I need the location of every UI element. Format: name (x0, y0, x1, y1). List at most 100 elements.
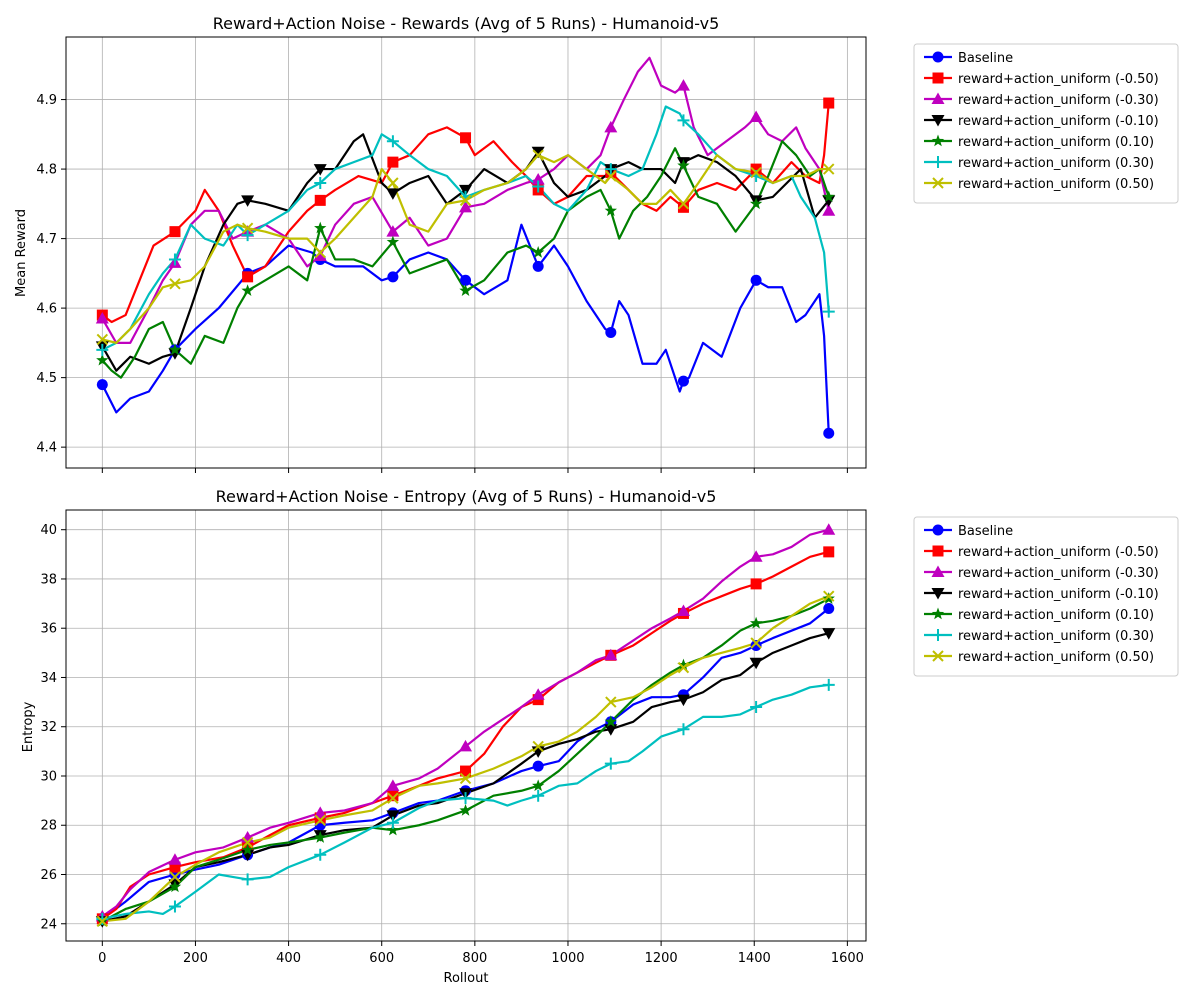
rewards-y-tick-label: 4.6 (36, 302, 57, 317)
entropy-y-tick-label: 28 (40, 819, 57, 834)
entropy-point-reward-action-uniform-0-30 (749, 550, 763, 562)
rewards-point-reward-action-uniform-0-10 (241, 284, 254, 296)
entropy-point-reward-action-uniform-0-10 (749, 616, 763, 629)
rewards-point-reward-action-uniform-0-10 (459, 184, 473, 197)
entropy-x-tick-label: 400 (276, 951, 301, 966)
rewards-point-reward-action-uniform-0-10 (749, 197, 763, 210)
entropy-legend-label: reward+action_uniform (0.30) (958, 629, 1154, 644)
rewards-y-tick-label: 4.4 (36, 441, 57, 456)
entropy-point-reward-action-uniform-0-10 (604, 724, 618, 736)
entropy-point-reward-action-uniform-0-50 (314, 814, 326, 827)
entropy-legend-swatch-marker (931, 565, 945, 577)
entropy-point-reward-action-uniform-0-10 (676, 694, 690, 707)
entropy-x-tick-label: 1400 (738, 951, 771, 966)
rewards-chart: Reward+Action Noise - Rewards (Avg of 5 … (14, 14, 1179, 473)
entropy-y-tick-label: 38 (40, 572, 57, 587)
rewards-point-reward-action-uniform-0-30 (459, 200, 473, 213)
entropy-point-reward-action-uniform-0-50 (460, 765, 472, 777)
rewards-point-reward-action-uniform-0-30 (314, 176, 327, 189)
entropy-point-reward-action-uniform-0-50 (823, 546, 835, 558)
entropy-legend-swatch-marker (931, 588, 945, 600)
rewards-point-reward-action-uniform-0-30 (95, 312, 109, 324)
entropy-series-markers (95, 523, 836, 928)
rewards-y-tick-label: 4.9 (36, 93, 57, 108)
entropy-y-tick-label: 36 (40, 622, 57, 637)
entropy-point-reward-action-uniform-0-50 (387, 792, 399, 804)
entropy-legend: Baseline reward+action_uniform (-0.50) rew… (913, 516, 1179, 677)
entropy-y-tick-label: 32 (40, 720, 57, 735)
rewards-point-reward-action-uniform-0-50 (532, 149, 544, 161)
rewards-line-reward-action-uniform-0-50 (101, 102, 830, 324)
rewards-legend-label: reward+action_uniform (0.50) (958, 177, 1154, 192)
rewards-point-reward-action-uniform-0-10 (386, 188, 400, 200)
entropy-x-tick-label: 1600 (831, 951, 864, 966)
rewards-point-reward-action-uniform-0-10 (314, 221, 327, 234)
entropy-grid (66, 510, 866, 941)
rewards-point-reward-action-uniform-0-50 (314, 194, 326, 206)
rewards-legend-label: reward+action_uniform (0.10) (958, 135, 1154, 150)
rewards-point-reward-action-uniform-0-50 (96, 333, 109, 346)
rewards-axis-ticks: 4.4 4.5 4.6 4.7 4.8 4.9 (36, 93, 848, 473)
rewards-point-reward-action-uniform-0-10 (386, 235, 400, 248)
rewards-point-baseline (532, 260, 544, 272)
rewards-point-reward-action-uniform-0-30 (241, 229, 254, 242)
rewards-point-reward-action-uniform-0-50 (387, 156, 399, 168)
entropy-x-tick-label: 1000 (551, 951, 584, 966)
entropy-point-reward-action-uniform-0-30 (531, 688, 545, 700)
rewards-series-markers (95, 79, 836, 439)
entropy-point-reward-action-uniform-0-30 (822, 523, 836, 535)
entropy-legend-label: reward+action_uniform (-0.50) (958, 545, 1159, 560)
entropy-series-lines (101, 528, 830, 923)
entropy-point-reward-action-uniform-0-10 (532, 779, 545, 792)
rewards-point-reward-action-uniform-0-10 (532, 246, 545, 258)
entropy-line-reward-action-uniform-0-50 (102, 595, 830, 923)
rewards-point-reward-action-uniform-0-30 (313, 249, 327, 261)
entropy-axis-ticks: 0 200 400 600 800 1000 1200 1400 1600 24 26 28 30 32 3… (40, 523, 863, 966)
rewards-point-reward-action-uniform-0-50 (242, 271, 254, 283)
rewards-point-reward-action-uniform-0-50 (387, 177, 399, 189)
rewards-chart-title: Reward+Action Noise - Rewards (Avg of 5 … (213, 14, 720, 33)
entropy-legend-swatch-marker (932, 524, 944, 536)
entropy-chart-title: Reward+Action Noise - Entropy (Avg of 5 … (216, 487, 717, 506)
entropy-point-reward-action-uniform-0-30 (459, 739, 473, 752)
rewards-point-reward-action-uniform-0-50 (460, 132, 472, 144)
rewards-point-reward-action-uniform-0-30 (96, 343, 109, 356)
rewards-point-reward-action-uniform-0-10 (313, 164, 327, 176)
rewards-line-reward-action-uniform-0-10 (101, 140, 830, 379)
rewards-legend-label: reward+action_uniform (-0.50) (958, 72, 1159, 87)
entropy-point-reward-action-uniform-0-50 (459, 772, 472, 785)
entropy-legend-frame (913, 516, 1179, 677)
entropy-legend-label: reward+action_uniform (-0.10) (958, 587, 1159, 602)
entropy-x-tick-label: 800 (462, 951, 487, 966)
rewards-point-reward-action-uniform-0-50 (750, 166, 762, 179)
rewards-point-reward-action-uniform-0-30 (531, 173, 545, 185)
rewards-point-reward-action-uniform-0-10 (604, 204, 617, 217)
entropy-point-reward-action-uniform-0-30 (241, 873, 254, 886)
rewards-point-reward-action-uniform-0-10 (677, 159, 690, 171)
rewards-point-baseline (96, 379, 108, 391)
rewards-point-reward-action-uniform-0-30 (168, 253, 181, 266)
rewards-legend-swatch-marker (931, 134, 945, 147)
rewards-point-reward-action-uniform-0-10 (168, 348, 182, 360)
rewards-point-reward-action-uniform-0-10 (168, 343, 182, 356)
entropy-point-reward-action-uniform-0-10 (314, 831, 327, 843)
rewards-y-tick-label: 4.7 (36, 232, 57, 247)
entropy-point-baseline (750, 639, 762, 651)
entropy-point-reward-action-uniform-0-50 (169, 861, 181, 873)
entropy-x-tick-label: 0 (98, 951, 106, 966)
entropy-legend-swatch-marker (932, 629, 944, 641)
rewards-point-reward-action-uniform-0-10 (822, 190, 835, 203)
rewards-point-reward-action-uniform-0-10 (459, 284, 472, 296)
entropy-point-reward-action-uniform-0-50 (96, 915, 109, 928)
entropy-point-reward-action-uniform-0-30 (676, 604, 690, 616)
entropy-point-reward-action-uniform-0-50 (605, 696, 617, 708)
rewards-point-reward-action-uniform-0-50 (677, 201, 689, 213)
rewards-point-reward-action-uniform-0-50 (605, 170, 617, 182)
rewards-point-baseline (605, 326, 617, 338)
entropy-point-reward-action-uniform-0-50 (677, 661, 690, 674)
entropy-legend-label: Baseline (958, 524, 1013, 539)
entropy-y-axis-label: Entropy (21, 701, 36, 752)
entropy-point-reward-action-uniform-0-30 (459, 792, 472, 805)
rewards-point-reward-action-uniform-0-50 (677, 198, 690, 210)
entropy-chart: Reward+Action Noise - Entropy (Avg of 5 … (21, 487, 1179, 986)
